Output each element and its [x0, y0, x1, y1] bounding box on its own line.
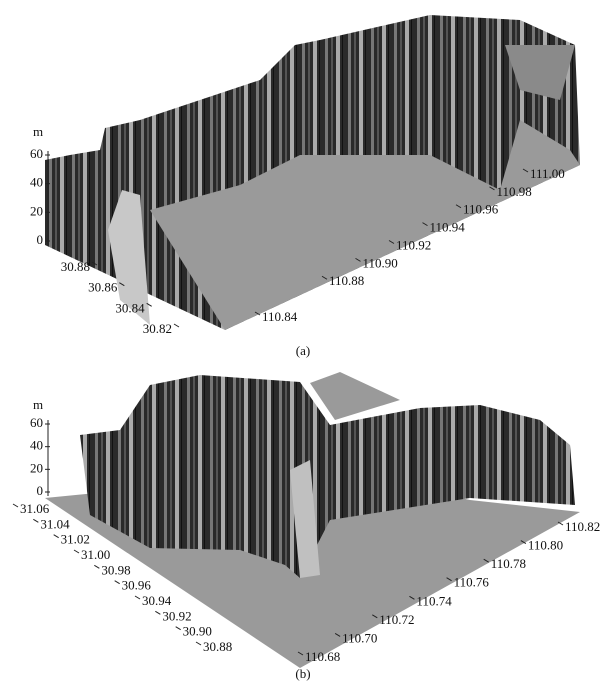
y-tick [54, 535, 59, 538]
surface-a [45, 15, 580, 330]
z-tick-label: 60 [30, 146, 43, 161]
x-tick-label: 110.74 [416, 593, 452, 608]
y-tick-label: 31.06 [20, 501, 50, 516]
y-tick [74, 550, 79, 553]
y-tick [115, 581, 120, 584]
y-tick-label: 31.02 [61, 532, 90, 547]
caption: (b) [295, 666, 310, 681]
y-tick [94, 565, 99, 568]
y-tick [33, 519, 38, 522]
x-tick-label: 110.76 [454, 575, 490, 590]
x-tick-label: 110.78 [491, 556, 526, 571]
y-tick [196, 642, 201, 645]
z-tick-label: 20 [30, 203, 43, 218]
x-tick-label: 110.96 [463, 202, 499, 217]
y-tick-label: 30.92 [162, 608, 191, 623]
x-tick-label: 110.90 [363, 255, 398, 270]
y-tick-label: 31.00 [81, 547, 110, 562]
caption: (a) [296, 343, 310, 358]
z-tick-label: 0 [37, 232, 44, 247]
x-tick-label: 110.84 [262, 309, 298, 324]
y-tick-label: 30.88 [61, 259, 90, 274]
y-tick-label: 30.94 [142, 593, 172, 608]
x-tick-label: 110.82 [565, 519, 600, 534]
z-axis-label: m [33, 124, 43, 139]
z-tick-label: 60 [30, 415, 43, 430]
y-tick [176, 627, 181, 630]
z-tick-label: 40 [30, 438, 43, 453]
figure: m (a) 0 20 40 60 110.84 110.88 110.90 110.92 110.9… [0, 0, 607, 686]
z-tick-label: 40 [30, 175, 43, 190]
x-tick-label: 110.68 [305, 649, 340, 664]
z-tick-label: 0 [37, 483, 44, 498]
z-axis-label: m [33, 397, 43, 412]
x-tick-label: 111.00 [530, 166, 565, 181]
y-tick [174, 324, 179, 327]
y-tick [135, 596, 140, 599]
y-tick-label: 30.90 [183, 624, 212, 639]
x-tick-label: 110.70 [342, 630, 377, 645]
y-tick-label: 30.86 [88, 280, 118, 295]
y-tick-label: 30.96 [122, 578, 152, 593]
y-tick-label: 30.98 [101, 562, 130, 577]
y-tick-label: 30.84 [115, 300, 145, 315]
x-tick-label: 110.72 [379, 612, 414, 627]
x-tick-label: 110.98 [497, 184, 532, 199]
y-tick [13, 504, 18, 507]
x-tick-label: 110.94 [430, 220, 466, 235]
x-tick-label: 110.88 [329, 273, 364, 288]
y-tick-label: 31.04 [40, 516, 70, 531]
y-tick [155, 611, 160, 614]
x-tick-label: 110.80 [528, 538, 563, 553]
y-tick-label: 30.88 [203, 639, 232, 654]
x-tick-label: 110.92 [396, 237, 431, 252]
y-tick-label: 30.82 [143, 321, 172, 336]
z-tick-label: 20 [30, 460, 43, 475]
surface-b [45, 372, 580, 668]
